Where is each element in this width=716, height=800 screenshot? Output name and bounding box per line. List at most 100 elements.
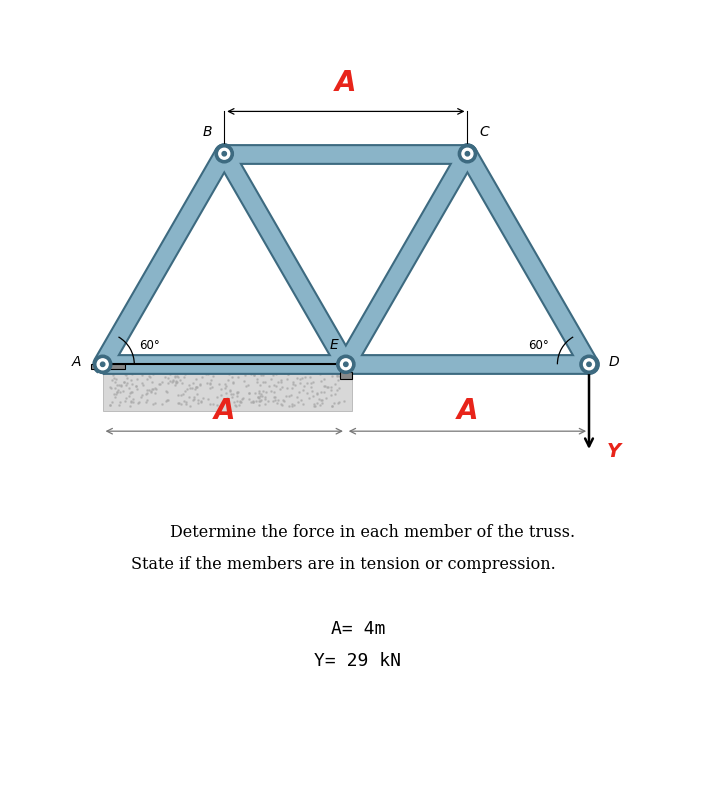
Circle shape — [100, 362, 105, 366]
Point — [286, 400, 298, 413]
Bar — [340, 372, 352, 379]
Text: C: C — [480, 126, 489, 139]
Point — [251, 373, 262, 386]
Point — [224, 384, 236, 397]
Point — [316, 397, 327, 410]
Point — [328, 397, 339, 410]
Point — [118, 375, 130, 388]
Point — [301, 386, 313, 399]
Point — [132, 397, 143, 410]
Point — [243, 386, 255, 399]
Circle shape — [344, 362, 348, 366]
Point — [226, 391, 238, 404]
Point — [180, 396, 192, 409]
Point — [256, 366, 268, 378]
Point — [188, 377, 199, 390]
Point — [304, 370, 316, 383]
Point — [260, 362, 271, 375]
Point — [192, 364, 203, 377]
Point — [222, 374, 233, 386]
Point — [112, 378, 123, 391]
Point — [211, 398, 223, 411]
Point — [131, 382, 142, 395]
Point — [268, 378, 280, 391]
Point — [235, 395, 246, 408]
Point — [249, 364, 261, 377]
Point — [109, 390, 120, 403]
Point — [198, 391, 209, 404]
Point — [143, 370, 155, 382]
Point — [140, 395, 152, 408]
Point — [295, 365, 306, 378]
Point — [189, 382, 200, 395]
Point — [173, 389, 184, 402]
Point — [129, 366, 140, 379]
Point — [195, 396, 207, 409]
Point — [331, 370, 342, 382]
Point — [324, 363, 335, 376]
Point — [105, 398, 116, 411]
Point — [190, 372, 202, 385]
Point — [190, 387, 202, 400]
Point — [114, 378, 125, 391]
Point — [220, 386, 231, 399]
Text: A: A — [213, 397, 235, 425]
Point — [160, 384, 172, 397]
Point — [319, 379, 331, 392]
Point — [196, 370, 208, 383]
Point — [259, 393, 271, 406]
Point — [232, 390, 243, 402]
Point — [276, 361, 287, 374]
Point — [283, 368, 294, 381]
Point — [273, 393, 284, 406]
Point — [109, 362, 120, 374]
Point — [157, 367, 168, 380]
Point — [295, 394, 306, 406]
Point — [112, 366, 124, 378]
Point — [272, 375, 284, 388]
Point — [195, 394, 206, 407]
Point — [243, 386, 255, 399]
Point — [177, 361, 188, 374]
Point — [322, 381, 334, 394]
Point — [267, 368, 279, 381]
Point — [320, 392, 332, 405]
Point — [316, 374, 327, 387]
Point — [146, 375, 158, 388]
Point — [125, 386, 137, 398]
Point — [162, 394, 173, 406]
Point — [105, 380, 116, 393]
Point — [240, 363, 251, 376]
Point — [325, 381, 337, 394]
Point — [110, 373, 122, 386]
Point — [305, 381, 316, 394]
Point — [205, 377, 216, 390]
Point — [179, 385, 190, 398]
Point — [112, 364, 124, 377]
Point — [253, 390, 264, 403]
Point — [123, 381, 135, 394]
Point — [173, 397, 184, 410]
Point — [337, 366, 348, 378]
Point — [208, 397, 219, 410]
Point — [282, 363, 294, 376]
Point — [292, 396, 304, 409]
Point — [232, 386, 243, 398]
Point — [294, 362, 306, 375]
Point — [216, 388, 227, 401]
Point — [168, 373, 179, 386]
Point — [270, 390, 281, 403]
Circle shape — [94, 355, 112, 374]
Point — [245, 367, 256, 380]
Point — [249, 386, 261, 399]
Point — [251, 394, 262, 407]
Point — [248, 396, 259, 409]
Point — [238, 392, 249, 405]
Point — [265, 385, 276, 398]
Point — [162, 394, 173, 406]
Point — [121, 391, 132, 404]
Point — [276, 398, 287, 411]
Point — [234, 395, 246, 408]
Point — [289, 378, 301, 391]
Point — [179, 394, 190, 407]
